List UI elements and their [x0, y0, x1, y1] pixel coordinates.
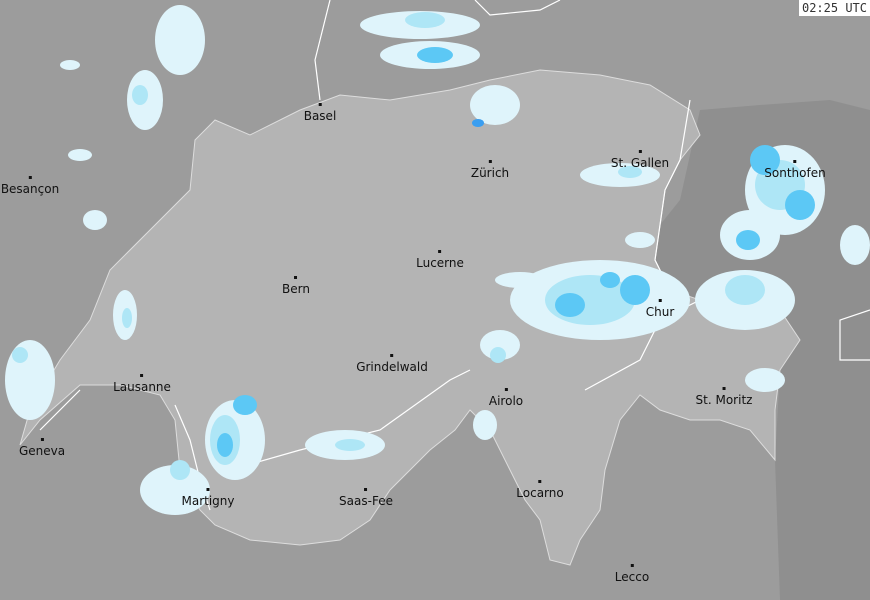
- city-name: Bern: [282, 282, 310, 296]
- city-marker-icon: [140, 374, 144, 377]
- precipitation-cell: [68, 149, 92, 161]
- precipitation-cell: [335, 439, 365, 451]
- timestamp-label: 02:25 UTC: [798, 0, 870, 16]
- city-label-geneva: Geneva: [19, 438, 65, 458]
- city-label-lucerne: Lucerne: [416, 250, 464, 270]
- city-name: Airolo: [488, 394, 524, 408]
- precipitation-cell: [555, 293, 585, 317]
- precipitation-cell: [155, 5, 205, 75]
- city-marker-icon: [318, 103, 322, 106]
- precipitation-cell: [480, 330, 520, 360]
- city-label-lecco: Lecco: [615, 564, 649, 584]
- city-name: Chur: [645, 305, 675, 319]
- city-marker-icon: [658, 299, 662, 302]
- city-name: Sonthofen: [764, 166, 826, 180]
- city-marker-icon: [206, 488, 210, 491]
- city-marker-icon: [793, 160, 797, 163]
- precipitation-cell: [725, 275, 765, 305]
- precipitation-cell: [217, 433, 233, 457]
- city-label-besan-on: Besançon: [1, 176, 59, 196]
- city-label-sonthofen: Sonthofen: [764, 160, 826, 180]
- precipitation-overlay: [5, 5, 870, 515]
- city-marker-icon: [364, 488, 368, 491]
- precipitation-cell: [5, 340, 55, 420]
- city-marker-icon: [438, 250, 442, 253]
- precipitation-cell: [620, 275, 650, 305]
- precipitation-cell: [417, 47, 453, 63]
- precipitation-cell: [405, 12, 445, 28]
- precipitation-cell: [785, 190, 815, 220]
- city-marker-icon: [488, 160, 492, 163]
- precipitation-cell: [736, 230, 760, 250]
- city-name: Geneva: [18, 444, 66, 458]
- city-name: Zürich: [470, 166, 510, 180]
- city-label-grindelwald: Grindelwald: [356, 354, 428, 374]
- city-marker-icon: [504, 388, 508, 391]
- city-marker-icon: [722, 387, 726, 390]
- precipitation-cell: [233, 395, 257, 415]
- precipitation-cell: [60, 60, 80, 70]
- city-marker-icon: [538, 480, 542, 483]
- city-marker-icon: [638, 150, 642, 153]
- city-name: Martigny: [181, 494, 235, 508]
- city-label-bern: Bern: [282, 276, 310, 296]
- city-marker-icon: [40, 438, 44, 441]
- city-label-lausanne: Lausanne: [113, 374, 171, 394]
- precipitation-cell: [625, 232, 655, 248]
- precipitation-cell: [473, 410, 497, 440]
- precipitation-cell: [618, 166, 642, 178]
- precipitation-cell: [750, 145, 780, 175]
- city-label-st-gallen: St. Gallen: [611, 150, 669, 170]
- city-label-z-rich: Zürich: [471, 160, 509, 180]
- city-marker-icon: [630, 564, 634, 567]
- precipitation-cell: [140, 465, 210, 515]
- precipitation-cell: [745, 368, 785, 392]
- borders: [39, 0, 870, 511]
- city-label-chur: Chur: [645, 299, 675, 319]
- city-marker-icon: [294, 276, 298, 279]
- city-marker-icon: [390, 354, 394, 357]
- precipitation-cell: [840, 225, 870, 265]
- precipitation-cell: [170, 460, 190, 480]
- neighbor-region-austria: [655, 100, 870, 600]
- precipitation-cell: [495, 272, 545, 288]
- precipitation-cell: [490, 347, 506, 363]
- city-name: Basel: [303, 109, 337, 123]
- city-name: Lecco: [614, 570, 650, 584]
- city-label-airolo: Airolo: [489, 388, 523, 408]
- city-name: St. Moritz: [695, 393, 753, 407]
- city-name: Lucerne: [416, 256, 464, 270]
- precipitation-cell: [122, 308, 132, 328]
- city-name: St. Gallen: [610, 156, 670, 170]
- city-label-locarno: Locarno: [516, 480, 564, 500]
- precipitation-cell: [12, 347, 28, 363]
- city-label-martigny: Martigny: [181, 488, 235, 508]
- city-label-saas-fee: Saas-Fee: [339, 488, 393, 508]
- precipitation-cell: [600, 272, 620, 288]
- precipitation-cell: [83, 210, 107, 230]
- city-name: Lausanne: [113, 380, 171, 394]
- city-name: Grindelwald: [356, 360, 428, 374]
- city-label-basel: Basel: [303, 103, 337, 123]
- city-name: Saas-Fee: [339, 494, 393, 508]
- city-label-st-moritz: St. Moritz: [695, 387, 753, 407]
- city-marker-icon: [28, 176, 32, 179]
- city-name: Besançon: [0, 182, 60, 196]
- precipitation-cell: [470, 85, 520, 125]
- city-name: Locarno: [516, 486, 564, 500]
- precipitation-cell: [132, 85, 148, 105]
- precipitation-cell: [472, 119, 484, 127]
